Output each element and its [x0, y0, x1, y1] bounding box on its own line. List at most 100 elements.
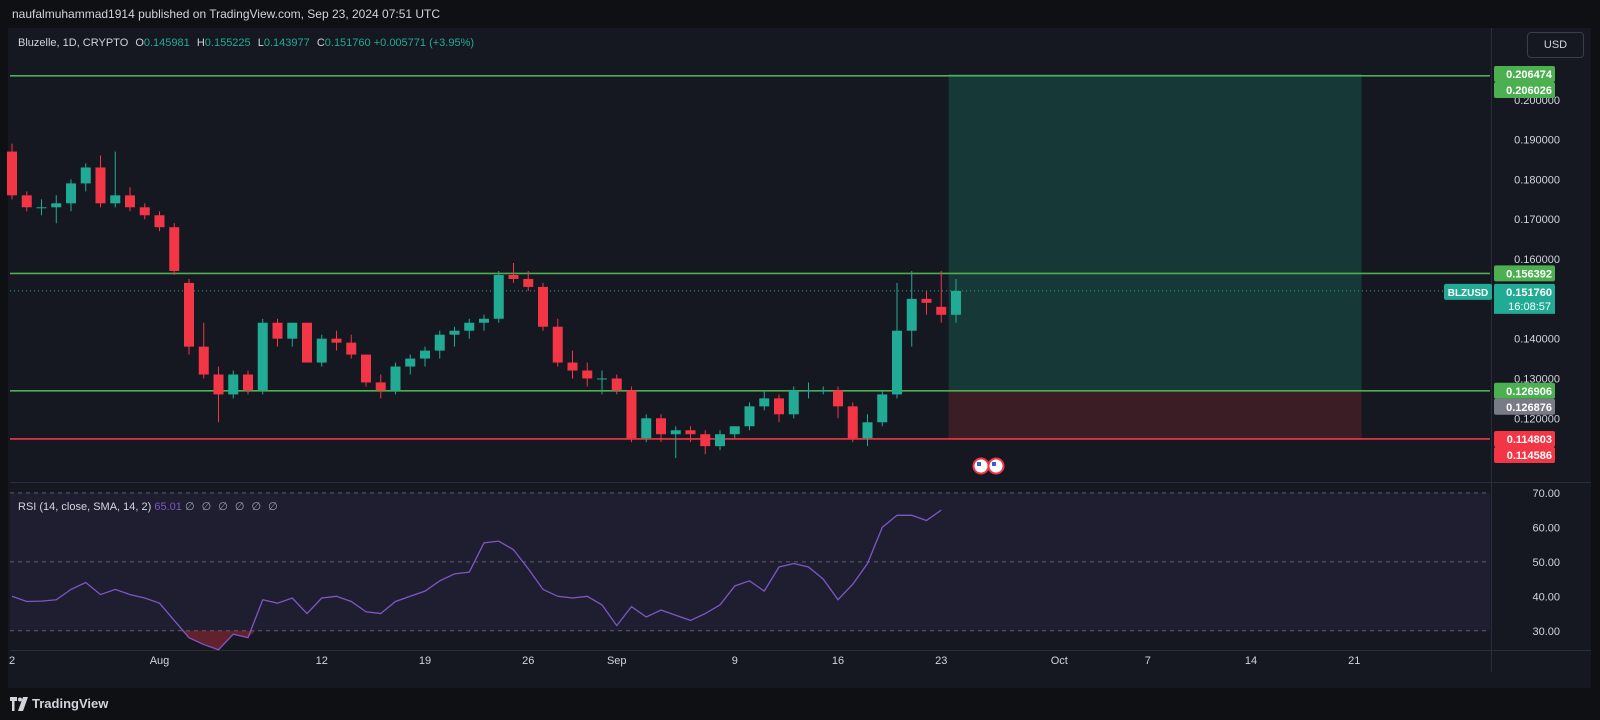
candle-body — [228, 374, 239, 395]
candle-body — [346, 342, 357, 355]
ohlc-legend: Bluzelle, 1D, CRYPTO O0.145981 H0.155225… — [18, 37, 474, 49]
rsi-tick-label: 40.00 — [1532, 591, 1560, 603]
price-tick-label: 0.180000 — [1514, 174, 1560, 186]
tradingview-logo-icon[interactable] — [10, 697, 28, 711]
currency-button[interactable]: USD — [1527, 32, 1584, 58]
high-value: 0.155225 — [204, 37, 251, 49]
candle-body — [847, 406, 858, 439]
time-tick-label: 23 — [935, 655, 947, 667]
price-label-text: 0.156392 — [1506, 268, 1552, 280]
candle-body — [449, 330, 460, 335]
candle-body — [7, 151, 17, 196]
candle-body — [36, 207, 47, 209]
candle-body — [508, 274, 519, 279]
rsi-tick-label: 70.00 — [1532, 488, 1560, 500]
candle-body — [921, 298, 932, 303]
candle-body — [51, 203, 62, 208]
candle-body — [892, 330, 902, 395]
candle-body — [184, 282, 194, 347]
symbol-title[interactable]: Bluzelle, 1D, CRYPTO — [18, 37, 129, 49]
time-tick-label: 26 — [522, 655, 534, 667]
countdown-box — [1494, 298, 1555, 314]
price-label-box — [1494, 82, 1555, 99]
candle-body — [744, 406, 755, 427]
candle-body — [788, 390, 799, 415]
candle-body — [803, 390, 814, 392]
high-label: H — [196, 37, 205, 49]
price-label-box — [1494, 283, 1555, 300]
low-value: 0.143977 — [263, 37, 310, 49]
candle-body — [567, 362, 578, 371]
candle-body — [729, 426, 740, 435]
time-tick-label: 2 — [9, 655, 15, 667]
time-tick-label: 14 — [1245, 655, 1257, 667]
time-tick-label: 21 — [1348, 655, 1360, 667]
candle-body — [951, 290, 961, 315]
rsi-tick-label: 50.00 — [1532, 557, 1560, 569]
time-tick-label: 12 — [316, 655, 328, 667]
price-label-text: 0.126876 — [1506, 402, 1552, 414]
candle-body — [597, 378, 607, 380]
open-label: O — [135, 37, 144, 49]
time-tick-label: 16 — [832, 655, 844, 667]
candle-body — [95, 167, 106, 204]
close-label: C — [316, 37, 325, 49]
price-tick-label: 0.170000 — [1514, 214, 1560, 226]
rsi-tick-label: 30.00 — [1532, 626, 1560, 638]
candle-body — [670, 430, 681, 435]
time-tick-label: 9 — [732, 655, 738, 667]
rsi-line — [11, 509, 942, 651]
candle-body — [641, 418, 652, 439]
candle-body — [936, 306, 947, 315]
candle-body — [700, 434, 711, 447]
symbol-tag-box — [1444, 283, 1492, 300]
publish-line: naufalmuhammad1914 published on TradingV… — [12, 7, 441, 21]
candle-body — [154, 215, 165, 228]
candle-body — [331, 338, 342, 343]
candle-body — [906, 298, 917, 331]
candle-body — [213, 374, 224, 395]
candle-body — [479, 318, 489, 323]
candle-body — [139, 207, 150, 216]
rsi-tick-label: 60.00 — [1532, 522, 1560, 534]
candle-body — [862, 422, 873, 439]
profit-zone — [948, 74, 1362, 391]
rsi-zeros: ∅ ∅ ∅ ∅ ∅ ∅ — [184, 501, 280, 513]
candle-body — [110, 195, 121, 204]
time-tick-label: Sep — [607, 655, 627, 667]
candle-body — [759, 398, 770, 407]
candle-body — [287, 322, 298, 339]
symbol-tag-text: BLZUSD — [1448, 288, 1489, 299]
candle-body — [493, 274, 504, 319]
price-label-text: 0.114586 — [1507, 450, 1552, 462]
candle-body — [361, 354, 371, 383]
candle-body — [302, 322, 312, 363]
candle-body — [125, 195, 135, 208]
candle-body — [272, 322, 283, 339]
time-tick-label: Oct — [1051, 655, 1068, 667]
candle-body — [434, 334, 445, 351]
stop-loss-zone — [948, 390, 1362, 440]
candle-body — [715, 434, 725, 447]
candle-body — [611, 378, 622, 391]
price-label-text: 0.126906 — [1506, 386, 1552, 398]
flag-canton-icon — [992, 462, 996, 466]
price-label-text: 0.151760 — [1506, 287, 1552, 299]
candle-body — [656, 418, 666, 435]
price-tick-label: 0.130000 — [1514, 373, 1560, 385]
candle-body — [685, 430, 696, 435]
price-label-box — [1494, 66, 1555, 83]
candle-body — [316, 338, 327, 363]
candle-body — [257, 322, 268, 391]
rsi-label[interactable]: RSI (14, close, SMA, 14, 2) — [18, 501, 152, 513]
rsi-legend: RSI (14, close, SMA, 14, 2) 65.01 ∅ ∅ ∅ … — [18, 500, 280, 513]
candle-body — [169, 227, 180, 271]
price-tick-label: 0.190000 — [1514, 135, 1560, 147]
price-label-box — [1494, 265, 1555, 282]
change-value: +0.005771 (+3.95%) — [373, 37, 475, 49]
candle-body — [582, 370, 593, 379]
tradingview-brand[interactable]: TradingView — [32, 696, 109, 711]
publish-bar: naufalmuhammad1914 published on TradingV… — [0, 0, 1600, 28]
candle-body — [420, 350, 430, 359]
